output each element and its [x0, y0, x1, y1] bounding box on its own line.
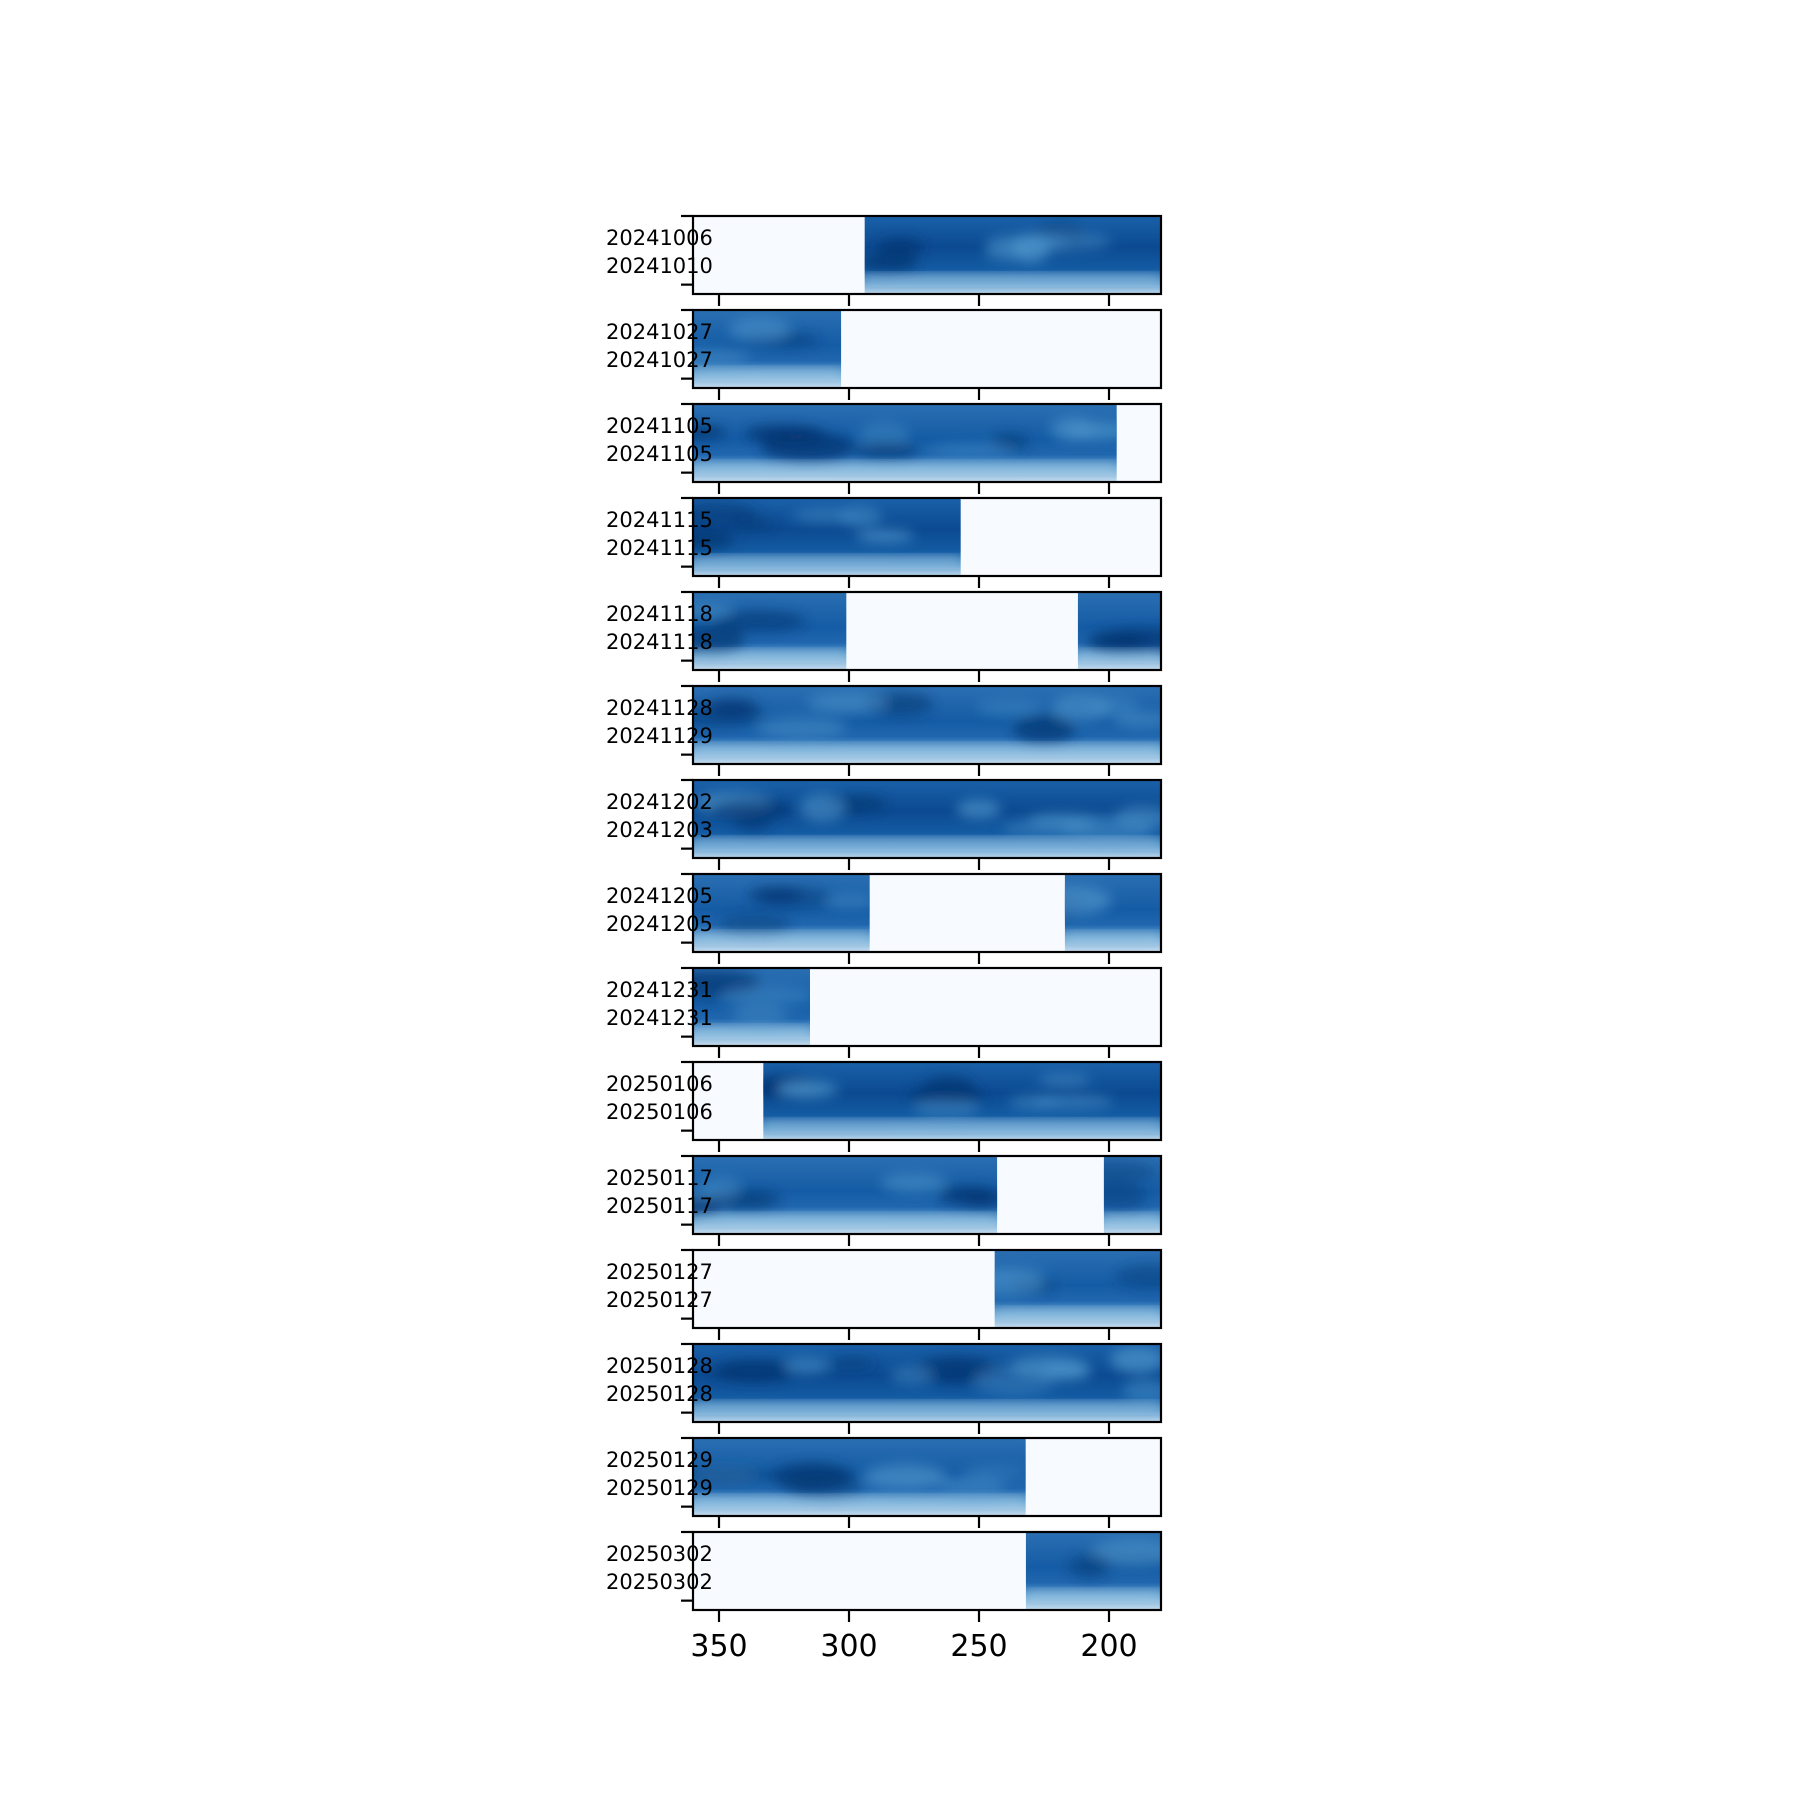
panel-label-bottom: 20250106: [606, 1100, 713, 1124]
heatmap-panel: 20250302 20250302: [606, 1530, 1163, 1622]
panel-frame: [691, 1248, 1163, 1330]
heatmap-panel: 20241231 20241231: [606, 966, 1163, 1058]
panel-frame: [691, 308, 1163, 390]
heatmap-panel: 20250129 20250129: [606, 1436, 1163, 1528]
heatmap-panel: 20250117 20250117: [606, 1154, 1163, 1246]
coverage-band: [1077, 592, 1161, 670]
panel-label-bottom: 20241115: [606, 536, 713, 560]
panel-frame: [691, 1060, 1163, 1142]
panel-label-bottom: 20241129: [606, 724, 713, 748]
panel-label-top: 20250302: [606, 1542, 713, 1566]
heatmap-panel: 20250127 20250127: [606, 1248, 1163, 1340]
coverage-band: [693, 310, 842, 388]
coverage-band: [864, 216, 1161, 294]
coverage-band: [693, 498, 961, 576]
x-axis: 350 300 250 200: [690, 1629, 1137, 1664]
coverage-band: [763, 1062, 1161, 1140]
panel-label-top: 20241115: [606, 508, 713, 532]
heatmap-panel: 20241115 20241115: [606, 496, 1163, 588]
panel-label-top: 20241202: [606, 790, 713, 814]
panel-frame: [691, 778, 1163, 860]
panel-label-top: 20241205: [606, 884, 713, 908]
panel-frame: [691, 684, 1163, 766]
heatmap-panel: 20241006 20241010: [606, 214, 1163, 306]
panel-frame: [691, 872, 1163, 954]
panel-label-top: 20250127: [606, 1260, 713, 1284]
coverage-band: [693, 1438, 1026, 1516]
heatmap-panel: 20241118 20241118: [606, 590, 1163, 682]
coverage-band: [693, 686, 1161, 764]
panel-label-top: 20241231: [606, 978, 713, 1002]
panel-label-bottom: 20250128: [606, 1382, 713, 1406]
coverage-band: [693, 1156, 998, 1234]
panel-label-bottom: 20241010: [606, 254, 713, 278]
panel-label-bottom: 20241027: [606, 348, 713, 372]
coverage-band: [693, 968, 810, 1046]
panel-frame: [691, 214, 1163, 296]
panel-label-top: 20250117: [606, 1166, 713, 1190]
panel-label-bottom: 20241105: [606, 442, 713, 466]
coverage-band: [1103, 1156, 1161, 1234]
heatmap-panel: 20241105 20241105: [606, 402, 1163, 494]
coverage-band: [693, 592, 847, 670]
heatmap-panel: 20241128 20241129: [606, 684, 1163, 776]
panel-frame: [691, 590, 1163, 672]
panel-label-bottom: 20250127: [606, 1288, 713, 1312]
panel-label-top: 20241118: [606, 602, 713, 626]
panel-label-top: 20250129: [606, 1448, 713, 1472]
coverage-band: [693, 1344, 1161, 1422]
x-tick-label: 350: [690, 1629, 747, 1664]
panels-layer: 20241006 20241010 20241027 20241027 20241105…: [606, 214, 1163, 1622]
panel-frame: [691, 1436, 1163, 1518]
panel-label-bottom: 20250129: [606, 1476, 713, 1500]
x-tick-label: 200: [1080, 1629, 1137, 1664]
panel-label-bottom: 20250117: [606, 1194, 713, 1218]
panel-label-top: 20241027: [606, 320, 713, 344]
panel-label-bottom: 20241205: [606, 912, 713, 936]
panel-label-top: 20250128: [606, 1354, 713, 1378]
heatmap-panel: 20241027 20241027: [606, 308, 1163, 400]
coverage-band: [994, 1250, 1161, 1328]
x-tick-label: 300: [820, 1629, 877, 1664]
heatmap-panel: 20250106 20250106: [606, 1060, 1163, 1152]
panel-label-bottom: 20241203: [606, 818, 713, 842]
panel-label-top: 20241128: [606, 696, 713, 720]
coverage-band: [1064, 874, 1161, 952]
panel-label-bottom: 20241118: [606, 630, 713, 654]
panel-label-top: 20250106: [606, 1072, 713, 1096]
coverage-band: [693, 404, 1117, 482]
panel-label-bottom: 20241231: [606, 1006, 713, 1030]
x-tick-label: 250: [950, 1629, 1007, 1664]
panel-frame: [691, 966, 1163, 1048]
panel-label-top: 20241105: [606, 414, 713, 438]
panel-frame: [691, 1530, 1163, 1612]
panel-frame: [691, 1154, 1163, 1236]
heatmap-panel: 20241205 20241205: [606, 872, 1163, 964]
coverage-band: [693, 874, 870, 952]
panel-frame: [691, 1342, 1163, 1424]
heatmap-panel: 20250128 20250128: [606, 1342, 1163, 1434]
panel-frame: [691, 402, 1163, 484]
coverage-band: [1025, 1532, 1161, 1610]
panel-label-top: 20241006: [606, 226, 713, 250]
heatmap-panel: 20241202 20241203: [606, 778, 1163, 870]
coverage-band: [693, 780, 1161, 858]
panel-frame: [691, 496, 1163, 578]
panel-label-bottom: 20250302: [606, 1570, 713, 1594]
